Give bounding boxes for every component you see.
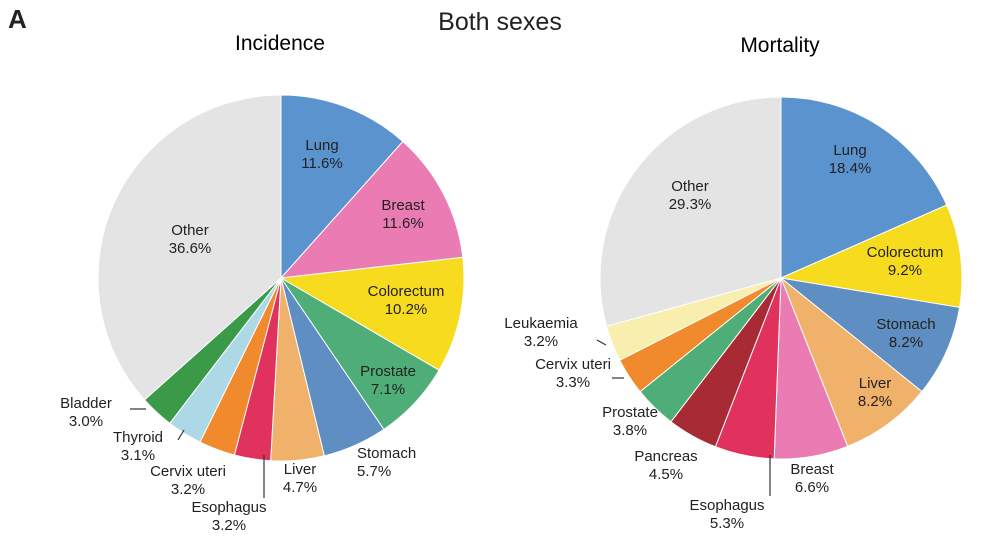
mortality-label-pancreas: Pancreas 4.5%	[634, 448, 697, 483]
incidence-chart-title: Incidence	[235, 32, 325, 55]
mortality-label-breast: Breast 6.6%	[790, 461, 834, 496]
mortality-pie: Lung 18.4% Colorectum 9.2% Stomach 8.2% Liver 8…	[504, 96, 963, 532]
mortality-label-prostate: Prostate 3.8%	[602, 404, 658, 439]
incidence-label-esophagus: Esophagus 3.2%	[191, 499, 266, 534]
mortality-slice-lung	[780, 96, 948, 279]
incidence-label-lung: Lung 11.6%	[301, 137, 342, 172]
mortality-label-lung: Lung 18.4%	[829, 142, 872, 177]
mortality-chart-title: Mortality	[740, 34, 820, 57]
incidence-label-colorectum: Colorectum 10.2%	[368, 283, 445, 318]
mortality-slice-other	[599, 96, 782, 327]
incidence-label-cervix-uteri: Cervix uteri 3.2%	[150, 463, 226, 498]
figure-title: Both sexes	[438, 8, 562, 36]
incidence-label-bladder: Bladder 3.0%	[60, 395, 112, 430]
mortality-slice-stomach	[779, 277, 961, 393]
incidence-label-liver: Liver 4.7%	[283, 461, 317, 496]
incidence-slice-lung	[280, 94, 404, 280]
mortality-label-other: Other 29.3%	[669, 178, 712, 213]
mortality-label-liver: Liver 8.2%	[858, 375, 892, 410]
panel-letter: A	[8, 4, 27, 34]
mortality-label-stomach: Stomach 8.2%	[876, 316, 935, 351]
mortality-label-colorectum: Colorectum 9.2%	[867, 244, 944, 279]
incidence-label-stomach: Stomach 5.7%	[357, 445, 416, 480]
mortality-label-esophagus: Esophagus 5.3%	[689, 497, 764, 532]
incidence-pie: Lung 11.6% Breast 11.6% Colorectum 10.2% Prost…	[60, 94, 465, 534]
mortality-slice-colorectum	[779, 204, 963, 309]
incidence-label-breast: Breast 11.6%	[381, 197, 425, 232]
incidence-slice-other	[97, 94, 282, 401]
mortality-label-cervix-uteri: Cervix uteri 3.3%	[535, 356, 611, 391]
incidence-label-prostate: Prostate 7.1%	[360, 363, 416, 398]
incidence-label-other: Other 36.6%	[169, 222, 212, 257]
mortality-label-leukaemia: Leukaemia 3.2%	[504, 315, 578, 350]
incidence-label-thyroid: Thyroid 3.1%	[113, 429, 163, 464]
incidence-leader-thyroid	[177, 429, 185, 441]
mortality-leader-leukaemia	[596, 339, 607, 346]
incidence-slice-breast	[279, 140, 464, 279]
mortality-slice-liver	[779, 276, 923, 447]
incidence-slice-colorectum	[279, 256, 465, 371]
